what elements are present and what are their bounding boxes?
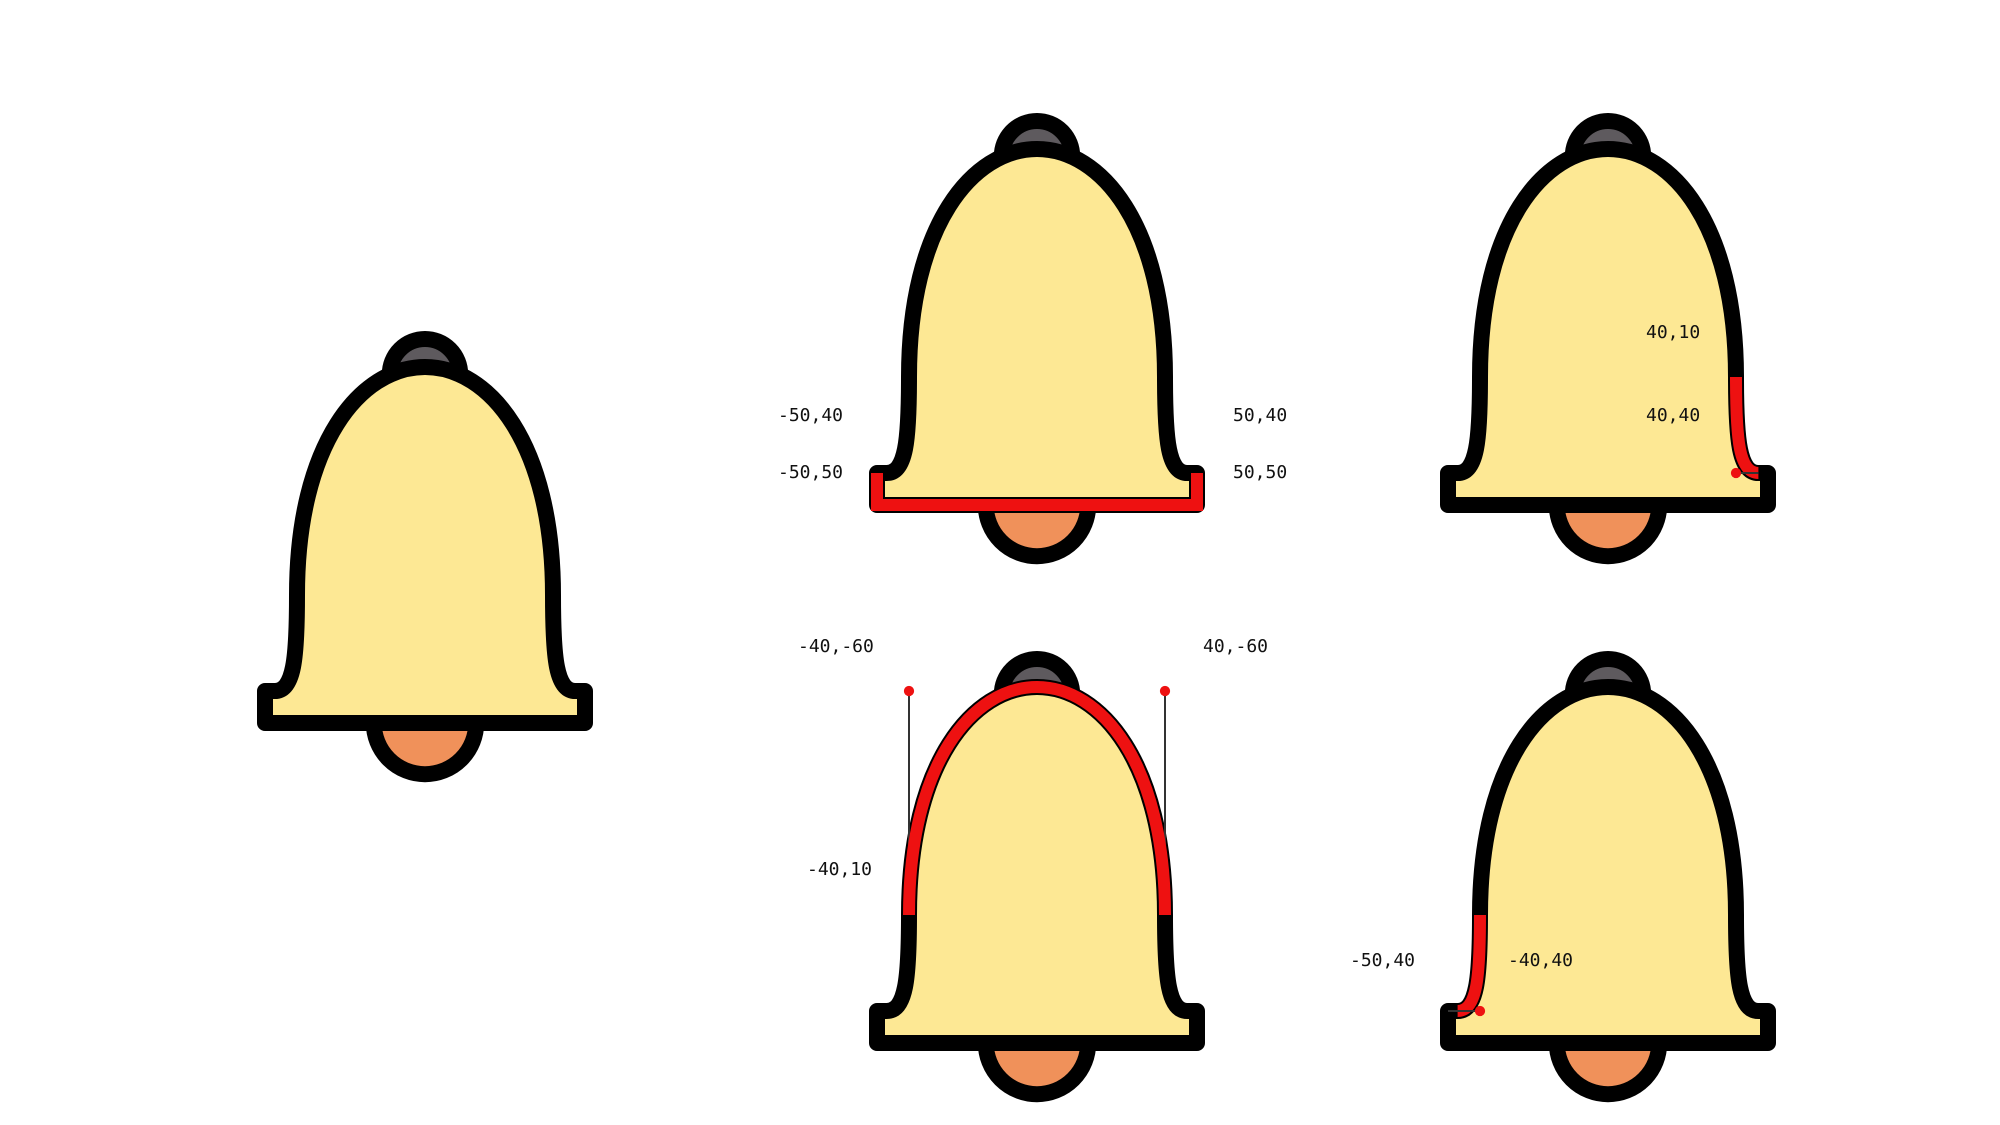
bell-figure [1448,659,1768,1094]
coord-label-inner: -40,40 [1508,950,1573,971]
coord-label-top-left: -50,40 [778,405,843,426]
bell-figure [877,121,1197,556]
coord-label-bottom-left: -50,50 [778,462,843,483]
control-point [1730,467,1742,479]
right-flare-panel: 40,10 40,40 [1448,121,1768,556]
coord-label-control-left: -40,-60 [798,636,874,657]
coord-label-control-right: 40,-60 [1203,636,1268,657]
left-flare-highlight [1458,915,1480,1011]
bell-figure [1448,121,1768,556]
right-control-point [1159,685,1171,697]
bell-figure [265,339,585,774]
coord-label-bottom-right: 50,50 [1233,462,1287,483]
dome-curve-panel: -40,-60 40,-60 -40,10 [798,636,1268,1094]
coord-label-top-right: 50,40 [1233,405,1287,426]
full-bell-panel [265,339,585,774]
left-flare-panel: -50,40 -40,40 [1350,659,1768,1094]
bell-figure [877,659,1197,1094]
rim-highlight [877,473,1197,505]
bottom-rim-panel: -50,40 -50,50 50,40 50,50 [778,121,1287,556]
coord-label-outer: -50,40 [1350,950,1415,971]
dome-highlight [909,687,1165,915]
coord-label-top: 40,10 [1646,322,1700,343]
control-point [1474,1005,1486,1017]
coord-label-start: -40,10 [807,859,872,880]
coord-label-bottom: 40,40 [1646,405,1700,426]
right-flare-highlight [1736,377,1758,473]
left-control-point [903,685,915,697]
